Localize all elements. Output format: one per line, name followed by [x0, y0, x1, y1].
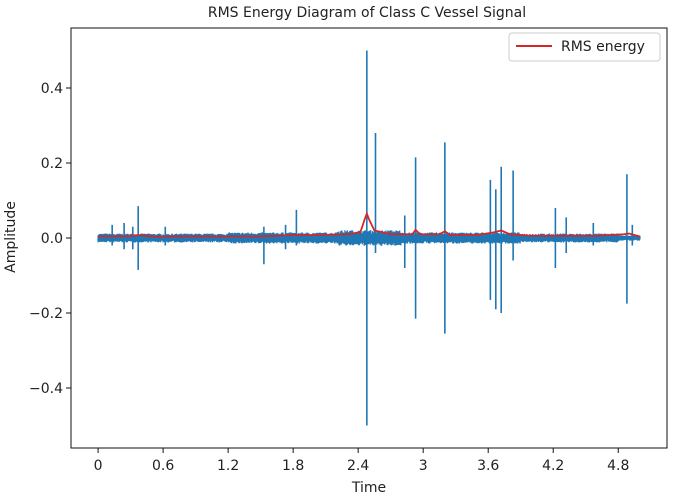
waveform-noise — [97, 230, 641, 246]
x-tick-label: 0 — [94, 458, 103, 474]
x-tick-label: 1.8 — [282, 458, 304, 474]
y-axis: −0.4 −0.2 0.0 0.2 0.4 — [29, 81, 71, 397]
x-tick-label: 0.6 — [152, 458, 174, 474]
y-tick-label: 0.0 — [41, 231, 63, 247]
x-tick-label: 2.4 — [347, 458, 369, 474]
x-tick-label: 3.6 — [477, 458, 499, 474]
x-tick-label: 3 — [419, 458, 428, 474]
rms-energy-line — [98, 211, 641, 238]
legend-box — [508, 32, 661, 62]
x-axis-label: Time — [351, 480, 386, 496]
legend: RMS energy — [508, 32, 661, 62]
x-tick-label: 1.2 — [217, 458, 239, 474]
x-tick-label: 4.8 — [607, 458, 629, 474]
rms-layer — [98, 211, 641, 238]
x-tick-label: 4.2 — [542, 458, 564, 474]
y-tick-label: −0.4 — [29, 381, 63, 397]
y-tick-label: −0.2 — [29, 306, 63, 322]
waveform-layer — [97, 50, 641, 426]
chart-title: RMS Energy Diagram of Class C Vessel Sig… — [208, 5, 526, 21]
y-axis-label: Amplitude — [3, 201, 19, 273]
legend-label-rms-energy: RMS energy — [561, 39, 645, 55]
y-tick-label: 0.2 — [41, 156, 63, 172]
y-tick-label: 0.4 — [41, 81, 63, 97]
plot-area — [70, 27, 668, 449]
x-axis: 0 0.6 1.2 1.8 2.4 3 3.6 4.2 4.8 — [94, 448, 629, 474]
